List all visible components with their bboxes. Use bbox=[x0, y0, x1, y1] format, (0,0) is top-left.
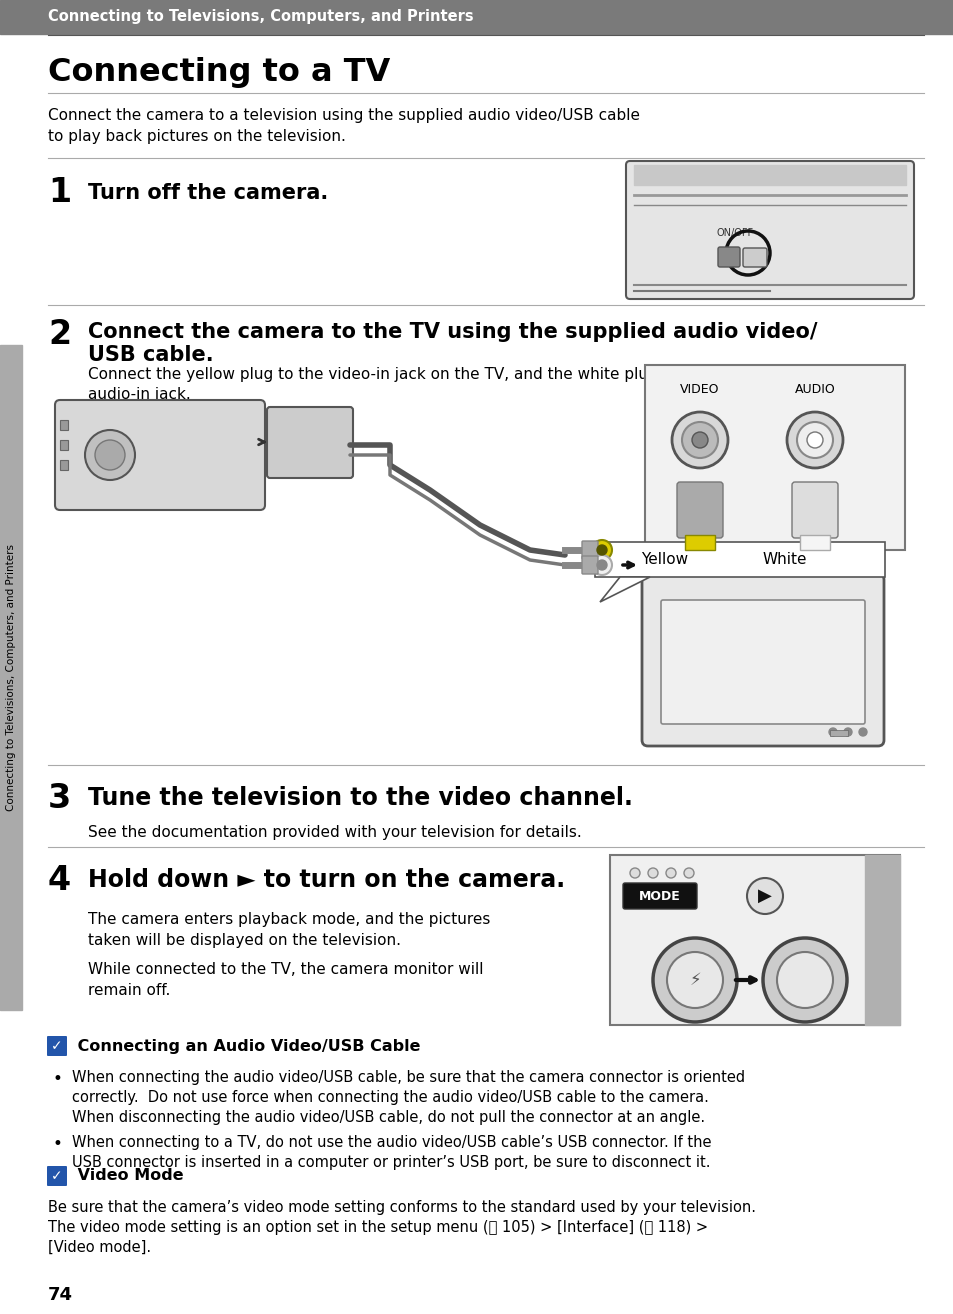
Bar bbox=[0, 0, 953, 34]
FancyBboxPatch shape bbox=[581, 556, 598, 574]
Circle shape bbox=[746, 878, 782, 915]
Circle shape bbox=[776, 953, 832, 1008]
Text: Connect the camera to a television using the supplied audio video/USB cable
to p: Connect the camera to a television using… bbox=[48, 108, 639, 145]
Circle shape bbox=[671, 413, 727, 468]
Text: When connecting the audio video/USB cable, be sure that the camera connector is : When connecting the audio video/USB cabl… bbox=[71, 1070, 744, 1125]
Bar bbox=[800, 535, 829, 551]
Text: Connect the yellow plug to the video-in jack on the TV, and the white plug to th: Connect the yellow plug to the video-in … bbox=[88, 367, 707, 402]
Text: Video Mode: Video Mode bbox=[71, 1168, 183, 1184]
Circle shape bbox=[806, 432, 822, 448]
Bar bbox=[829, 731, 847, 736]
Text: ▶: ▶ bbox=[758, 887, 771, 905]
Text: •: • bbox=[52, 1070, 62, 1088]
FancyBboxPatch shape bbox=[660, 600, 864, 724]
FancyBboxPatch shape bbox=[47, 1166, 67, 1187]
Text: 2: 2 bbox=[48, 318, 71, 352]
Circle shape bbox=[796, 422, 832, 459]
Text: 74: 74 bbox=[48, 1286, 73, 1303]
Circle shape bbox=[858, 728, 866, 736]
Text: See the documentation provided with your television for details.: See the documentation provided with your… bbox=[88, 825, 581, 840]
Circle shape bbox=[647, 869, 658, 878]
Text: Connecting to Televisions, Computers, and Printers: Connecting to Televisions, Computers, an… bbox=[48, 9, 473, 25]
FancyBboxPatch shape bbox=[625, 162, 913, 300]
Bar bbox=[864, 855, 899, 1025]
FancyBboxPatch shape bbox=[595, 541, 884, 577]
FancyBboxPatch shape bbox=[641, 574, 883, 746]
Circle shape bbox=[85, 430, 135, 480]
Circle shape bbox=[629, 869, 639, 878]
Text: ✓: ✓ bbox=[51, 1039, 63, 1053]
Text: ⚡: ⚡ bbox=[688, 971, 700, 989]
Text: •: • bbox=[52, 1135, 62, 1152]
Circle shape bbox=[592, 540, 612, 560]
Text: Connecting an Audio Video/USB Cable: Connecting an Audio Video/USB Cable bbox=[71, 1038, 420, 1054]
Circle shape bbox=[681, 422, 718, 459]
Circle shape bbox=[592, 555, 612, 576]
Text: Yellow: Yellow bbox=[640, 552, 688, 568]
Circle shape bbox=[828, 728, 836, 736]
Text: 1: 1 bbox=[48, 176, 71, 209]
Text: Hold down ► to turn on the camera.: Hold down ► to turn on the camera. bbox=[88, 869, 564, 892]
FancyBboxPatch shape bbox=[677, 482, 722, 537]
Text: Connect the camera to the TV using the supplied audio video/
USB cable.: Connect the camera to the TV using the s… bbox=[88, 322, 817, 365]
Circle shape bbox=[95, 440, 125, 470]
Circle shape bbox=[665, 869, 676, 878]
Bar bbox=[60, 460, 68, 470]
Text: Tune the television to the video channel.: Tune the television to the video channel… bbox=[88, 786, 632, 809]
Polygon shape bbox=[599, 577, 649, 602]
FancyBboxPatch shape bbox=[267, 407, 353, 478]
Text: 3: 3 bbox=[48, 782, 71, 815]
Circle shape bbox=[597, 560, 606, 570]
Text: Be sure that the camera’s video mode setting conforms to the standard used by yo: Be sure that the camera’s video mode set… bbox=[48, 1200, 755, 1255]
FancyBboxPatch shape bbox=[742, 248, 766, 267]
Text: White: White bbox=[762, 552, 806, 568]
Text: Connecting to a TV: Connecting to a TV bbox=[48, 57, 390, 88]
FancyBboxPatch shape bbox=[55, 399, 265, 510]
Text: ✓: ✓ bbox=[51, 1169, 63, 1183]
Text: Turn off the camera.: Turn off the camera. bbox=[88, 183, 328, 202]
FancyBboxPatch shape bbox=[622, 883, 697, 909]
Circle shape bbox=[666, 953, 722, 1008]
Bar bbox=[634, 166, 905, 185]
Text: Connecting to Televisions, Computers, and Printers: Connecting to Televisions, Computers, an… bbox=[6, 544, 16, 811]
Circle shape bbox=[683, 869, 693, 878]
Text: 4: 4 bbox=[48, 863, 71, 896]
Text: While connected to the TV, the camera monitor will
remain off.: While connected to the TV, the camera mo… bbox=[88, 962, 483, 999]
Bar bbox=[60, 420, 68, 430]
Circle shape bbox=[843, 728, 851, 736]
FancyBboxPatch shape bbox=[609, 855, 899, 1025]
Circle shape bbox=[786, 413, 842, 468]
Circle shape bbox=[652, 938, 737, 1022]
Text: VIDEO: VIDEO bbox=[679, 382, 719, 396]
Circle shape bbox=[691, 432, 707, 448]
Bar bbox=[60, 440, 68, 449]
FancyBboxPatch shape bbox=[718, 247, 740, 267]
Circle shape bbox=[597, 545, 606, 555]
Bar bbox=[684, 535, 714, 551]
FancyBboxPatch shape bbox=[47, 1035, 67, 1056]
Text: The camera enters playback mode, and the pictures
taken will be displayed on the: The camera enters playback mode, and the… bbox=[88, 912, 490, 947]
Text: ON/OFF: ON/OFF bbox=[716, 229, 753, 238]
Circle shape bbox=[762, 938, 846, 1022]
Bar bbox=[0, 346, 22, 1010]
FancyBboxPatch shape bbox=[644, 365, 904, 551]
Text: AUDIO: AUDIO bbox=[794, 382, 835, 396]
Text: MODE: MODE bbox=[639, 890, 680, 903]
FancyBboxPatch shape bbox=[581, 541, 598, 558]
Text: When connecting to a TV, do not use the audio video/USB cable’s USB connector. I: When connecting to a TV, do not use the … bbox=[71, 1135, 711, 1169]
FancyBboxPatch shape bbox=[791, 482, 837, 537]
